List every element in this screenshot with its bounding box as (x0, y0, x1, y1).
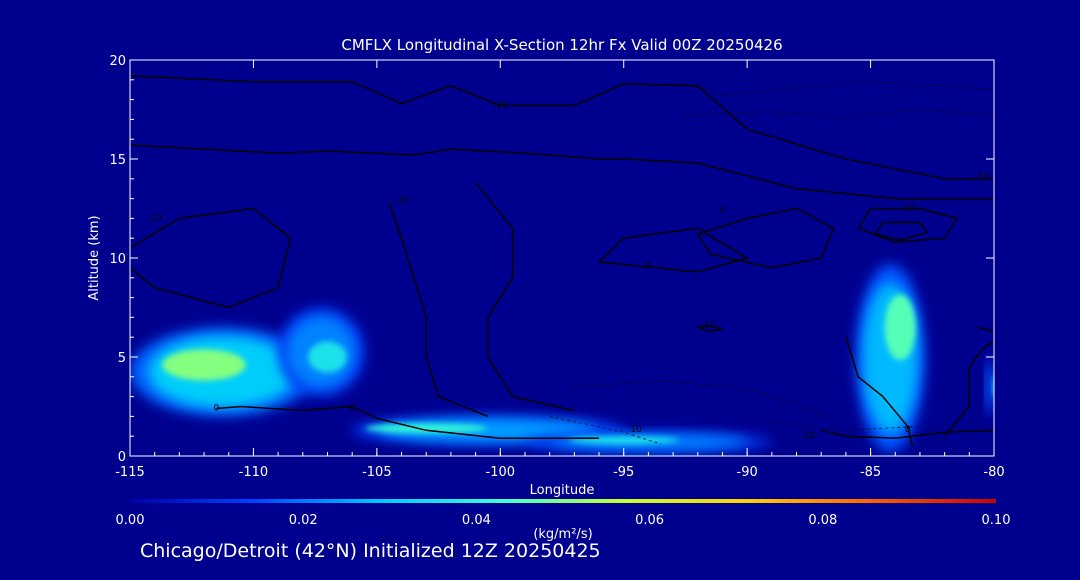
y-axis: 0 5 10 15 20 (109, 54, 994, 465)
contour-label: 0 (349, 403, 355, 413)
contour-line (976, 326, 994, 333)
flux-region (986, 357, 994, 417)
colorbar-scale (130, 499, 996, 503)
flux-core (162, 349, 246, 381)
y-tick-label: 5 (118, 351, 126, 366)
x-tick-label: -95 (613, 465, 634, 480)
x-tick-label: -105 (362, 465, 392, 480)
colorbar-unit-label: (kg/m²/s) (533, 527, 592, 542)
flux-region (130, 327, 316, 417)
contour-label: -10 (493, 101, 508, 111)
contour-line-dashed (549, 415, 661, 445)
contour-line-dashed (771, 421, 920, 431)
colorbar-tick-label: 0.04 (462, 513, 491, 528)
contour-line (874, 221, 929, 241)
x-tick-label: -110 (239, 465, 269, 480)
y-tick-label: 0 (118, 450, 126, 465)
colorbar-tick-label: 0.02 (289, 513, 318, 528)
chart-title: CMFLX Longitudinal X-Section 12hr Fx Val… (341, 36, 782, 54)
flux-core (365, 423, 488, 434)
contour-label: 10 (803, 431, 815, 441)
contour-label: -10 (394, 196, 409, 206)
y-tick-label: 15 (109, 153, 126, 168)
y-tick-label: 10 (109, 252, 126, 267)
contour-line-dashed (685, 108, 994, 118)
flux-region (855, 263, 925, 453)
y-axis-label: Altitude (km) (87, 215, 102, 300)
contour-label: -10 (974, 172, 989, 182)
contour-line (598, 227, 749, 273)
contour-line-dashed (685, 81, 994, 97)
contour-label: -10 (900, 203, 915, 213)
flux-region (524, 432, 772, 453)
flux-region (278, 307, 365, 397)
flux-mid (987, 362, 994, 411)
contour-line (857, 207, 959, 243)
contour-label: 10 (704, 320, 716, 330)
contour-line (130, 207, 292, 309)
contour-line (821, 429, 994, 439)
colorbar-tick-label: 0.00 (116, 513, 145, 528)
contour-label: 0 (720, 205, 726, 215)
x-axis-label: Longitude (530, 483, 595, 498)
contour-line (845, 336, 914, 447)
contour-labels: -10 -10 -10 0 0 10 0 0 10 10 0 -10 -10 (147, 101, 989, 442)
y-tick-label: 20 (109, 54, 126, 69)
footer-caption: Chicago/Detroit (42°N) Initialized 12Z 2… (140, 540, 601, 562)
x-tick-label: -100 (486, 465, 516, 480)
contour-line (475, 182, 575, 412)
contour-line (216, 405, 599, 439)
colorbar: 0.00 0.02 0.04 0.06 0.08 0.10 (kg/m²/s) (116, 499, 1011, 542)
x-tick-label: -90 (737, 465, 758, 480)
colorbar-ticks: 0.00 0.02 0.04 0.06 0.08 0.10 (116, 513, 1011, 528)
flux-field (130, 263, 994, 453)
x-tick-label: -85 (860, 465, 881, 480)
contour-label: 0 (646, 261, 652, 271)
flux-core (308, 341, 347, 373)
contour-line-dashed (574, 380, 834, 421)
x-axis: -115 -110 -105 -100 -95 -90 -85 -80 (115, 60, 1005, 480)
x-tick-label: -115 (115, 465, 145, 480)
contour-line (696, 207, 835, 269)
colorbar-tick-label: 0.10 (982, 513, 1011, 528)
contour-line (944, 340, 994, 437)
contour-lines (130, 75, 994, 447)
contour-label: 0 (905, 425, 911, 435)
colorbar-tick-label: 0.06 (635, 513, 664, 528)
x-tick-label: -80 (983, 465, 1004, 480)
contour-line (130, 144, 994, 200)
contour-line (130, 75, 994, 180)
contour-label: 0 (214, 403, 220, 413)
contour-line (695, 324, 723, 333)
contour-line (388, 202, 489, 418)
flux-core (568, 436, 680, 445)
contour-label: -10 (147, 213, 162, 223)
colorbar-tick-label: 0.08 (808, 513, 837, 528)
flux-core (884, 294, 916, 361)
contour-label: 10 (630, 425, 642, 435)
